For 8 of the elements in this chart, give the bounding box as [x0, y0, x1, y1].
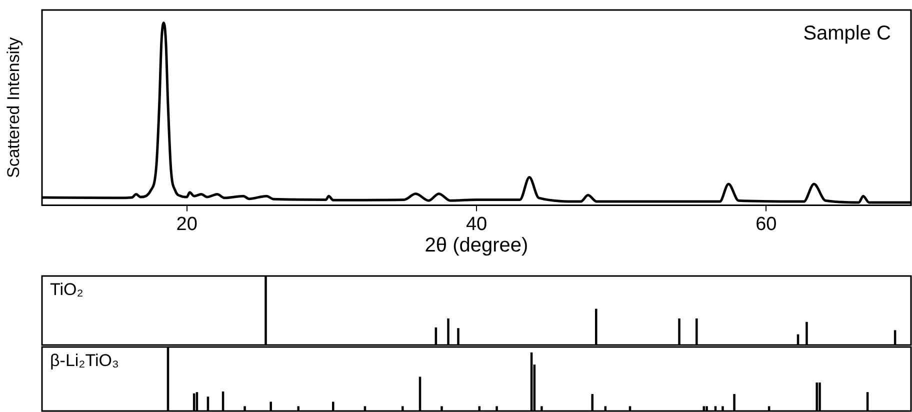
- x-tick-label: 40: [466, 214, 488, 235]
- x-tick-label: 60: [756, 214, 777, 235]
- x-axis-title: 2θ (degree): [424, 234, 528, 257]
- annotation: Sample C: [803, 22, 891, 45]
- y-axis-title: Scattered Intensity: [4, 36, 23, 178]
- annotation: TiO₂: [50, 280, 84, 300]
- x-tick-label: 20: [176, 214, 198, 235]
- annotation: β-Li₂TiO₃: [50, 351, 119, 370]
